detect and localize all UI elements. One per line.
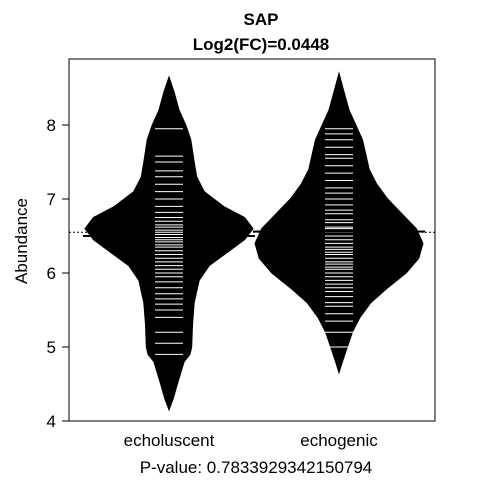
y-tick-label: 5 (47, 338, 56, 357)
bean-density-echoluscent (84, 75, 254, 412)
y-tick-label: 4 (47, 412, 56, 431)
y-tick-label: 6 (47, 264, 56, 283)
bean-echoluscent (83, 75, 255, 412)
bean-echogenic (253, 71, 425, 375)
x-category-label: echoluscent (124, 431, 215, 450)
x-category-label: echogenic (300, 431, 378, 450)
plot-layer: 4 5 6 7 8 echoluscent echogenic (47, 71, 435, 450)
chart-title: SAP (244, 10, 279, 29)
chart-subtitle: Log2(FC)=0.0448 (193, 35, 330, 54)
x-axis-label: P-value: 0.7833929342150794 (140, 458, 373, 477)
y-tick-label: 8 (47, 116, 56, 135)
plot-frame (68, 58, 436, 422)
y-axis-label: Abundance (12, 198, 31, 284)
y-tick-label: 7 (47, 190, 56, 209)
